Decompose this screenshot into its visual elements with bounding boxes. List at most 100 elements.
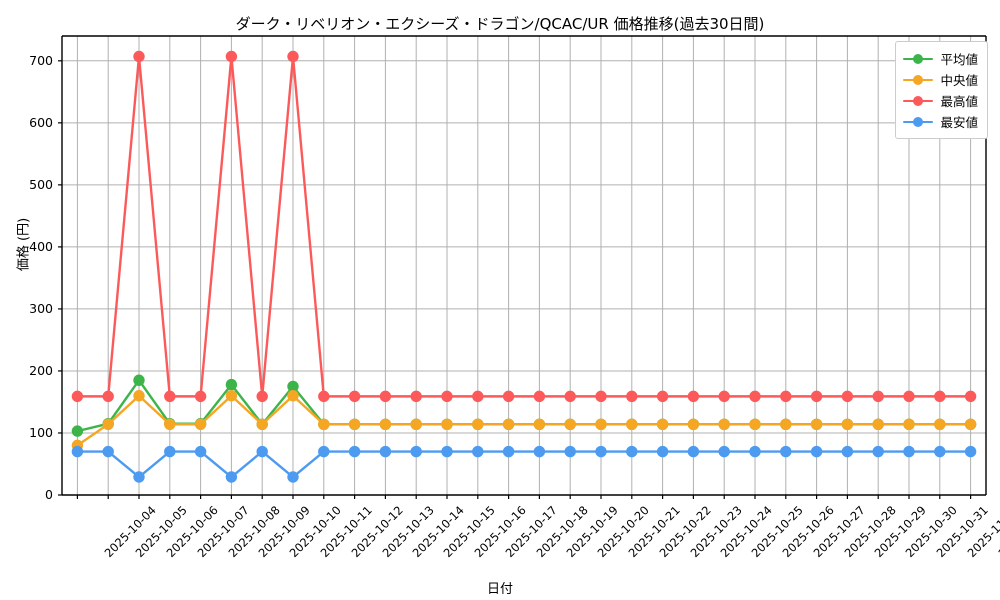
data-point [256,445,268,458]
data-point [287,50,299,63]
data-point [810,418,823,430]
data-point [872,445,884,458]
data-point [749,418,761,430]
legend-item-2[interactable]: 中央値 [903,69,978,90]
data-point [533,418,546,430]
data-point [718,418,730,430]
data-point [472,418,484,430]
data-point [318,445,330,458]
tick-marks [58,60,972,499]
data-point [318,390,330,403]
data-point [595,418,607,430]
data-point [318,418,330,430]
y-tick-label: 400 [29,238,53,254]
data-point [379,418,392,430]
data-point [934,418,946,430]
data-point [872,418,884,430]
chart-legend: 平均値中央値最高値最安値 [895,41,988,139]
data-point [564,390,576,403]
data-point [841,445,854,458]
data-point [102,445,114,458]
data-point [133,374,145,386]
data-point [71,445,84,458]
chart-title: ダーク・リベリオン・エクシーズ・ドラゴン/QCAC/UR 価格推移(過去30日間… [235,15,765,33]
data-point [102,418,114,430]
data-point [687,418,700,430]
data-point [441,390,453,403]
data-point [872,390,884,403]
data-point [256,390,268,403]
data-point [133,390,145,402]
data-point [441,418,453,430]
data-point [410,390,422,403]
legend-swatch-icon [903,52,934,66]
data-point [964,445,977,458]
x-axis-label: 日付 [486,582,513,597]
data-point [441,445,453,458]
y-tick-label: 100 [29,424,53,440]
data-point [71,390,84,403]
data-point [225,471,238,483]
legend-item-4[interactable]: 最安値 [903,111,978,132]
data-point [841,418,854,430]
legend-swatch-icon [903,115,934,129]
data-point [687,445,700,458]
y-tick-label: 700 [29,52,53,68]
data-point [379,445,392,458]
data-point [626,418,638,430]
legend-swatch-icon [903,73,934,87]
data-point [410,445,422,458]
data-point [656,445,669,458]
data-point [102,390,114,403]
y-tick-label: 200 [29,362,53,378]
data-point [194,390,207,403]
data-point [533,390,546,403]
y-tick-label: 0 [45,487,53,502]
legend-label: 平均値 [940,52,978,67]
data-point [780,390,792,403]
legend-item-1[interactable]: 平均値 [903,48,978,69]
data-point [410,418,422,430]
legend-item-3[interactable]: 最高値 [903,90,978,111]
data-point [379,390,392,403]
data-point [164,390,176,403]
data-point [841,390,854,403]
data-point [964,418,977,430]
data-point [164,445,176,458]
data-point [934,390,946,403]
data-point [656,390,669,403]
data-point [780,445,792,458]
data-point [348,445,361,458]
data-point [225,378,238,391]
data-point [564,418,576,430]
legend-label: 中央値 [940,73,978,88]
data-point [502,445,515,458]
data-point [595,390,607,403]
data-point [718,390,730,403]
data-point [964,390,977,403]
data-point [810,445,823,458]
data-point [595,445,607,458]
legend-label: 最高値 [940,94,978,109]
data-point [502,418,515,430]
data-point [472,390,484,403]
data-point [626,390,638,403]
data-point [502,390,515,403]
y-tick-label: 300 [29,300,53,316]
grid-lines [62,36,986,496]
data-point [656,418,669,430]
data-point [687,390,700,403]
data-point [749,390,761,403]
data-point [903,390,915,403]
data-point [225,50,238,63]
data-point [749,445,761,458]
data-point [564,445,576,458]
data-point [133,471,145,483]
data-point [934,445,946,458]
data-point [533,445,546,458]
data-point [903,445,915,458]
series-1 [71,374,977,437]
data-point [194,445,207,458]
data-point [256,418,268,430]
